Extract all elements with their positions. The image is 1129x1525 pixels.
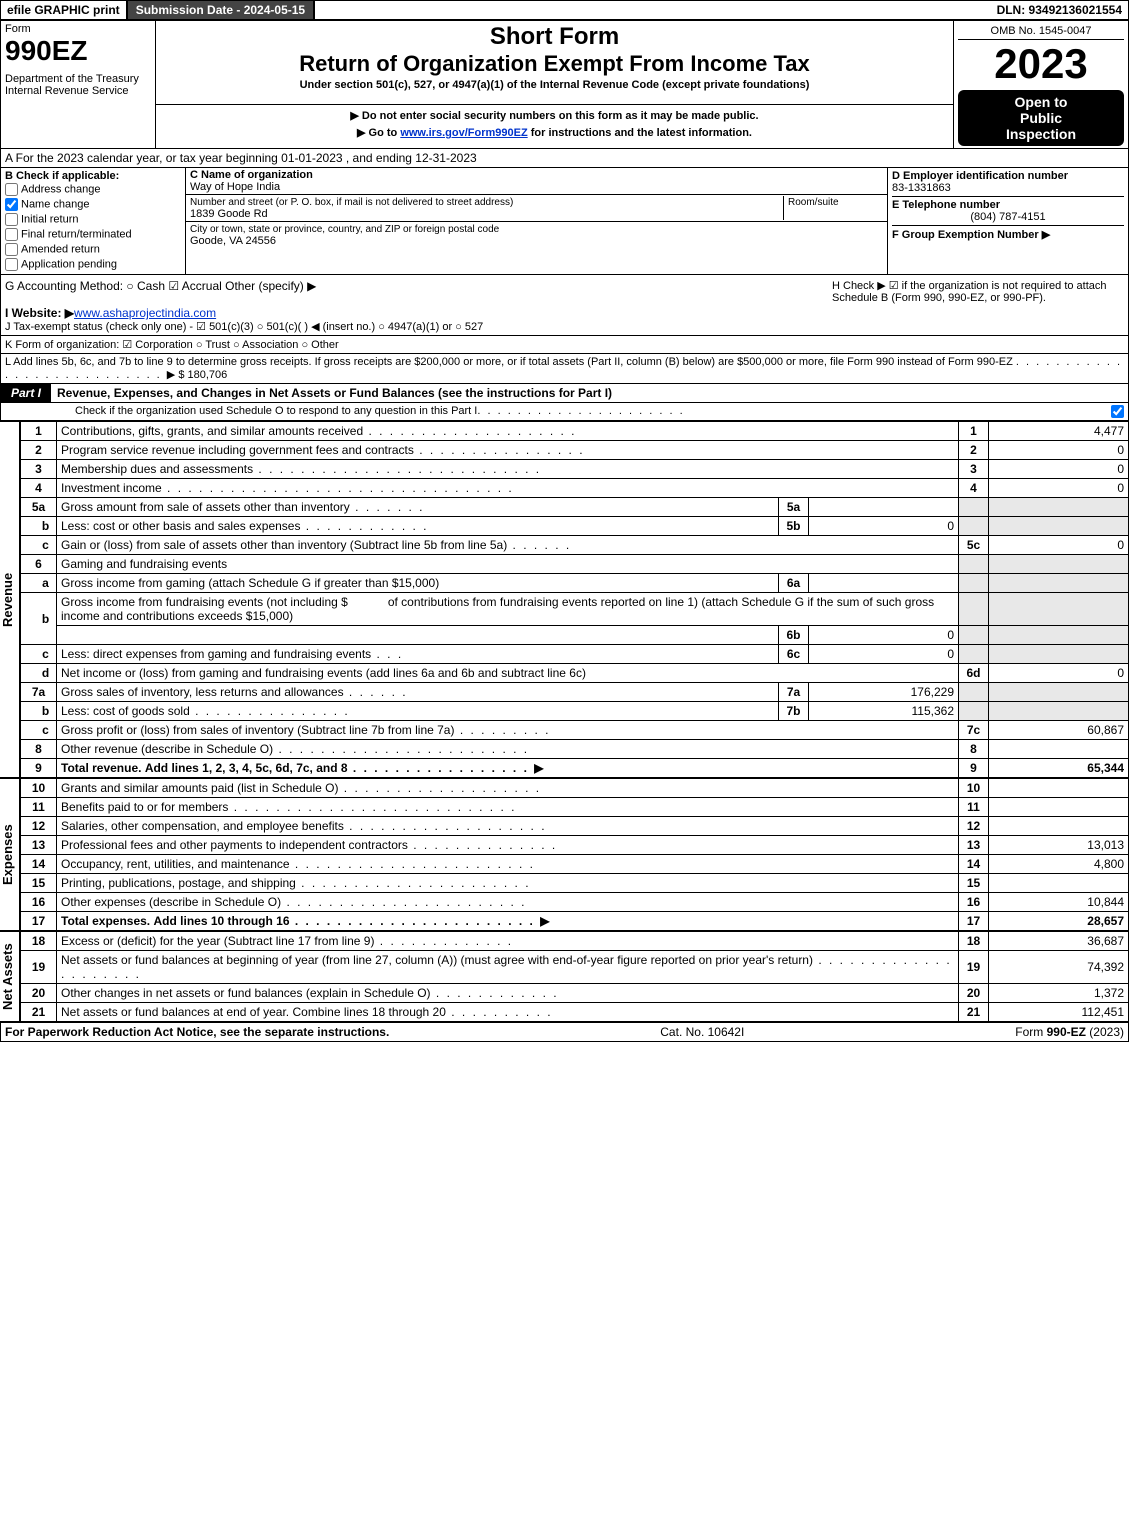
open2: Public <box>960 110 1122 126</box>
part1-sub: Check if the organization used Schedule … <box>0 403 1129 421</box>
l-line: L Add lines 5b, 6c, and 7b to line 9 to … <box>0 354 1129 384</box>
g-line: G Accounting Method: ○ Cash ☑ Accrual Ot… <box>5 279 824 304</box>
revenue-label: Revenue <box>0 421 20 778</box>
dln-label: DLN: 93492136021554 <box>991 1 1128 19</box>
city-value: Goode, VA 24556 <box>190 235 276 247</box>
sub3: ▶ Go to www.irs.gov/Form990EZ for instru… <box>160 124 949 141</box>
d-label: D Employer identification number <box>892 170 1068 182</box>
cb-final[interactable]: Final return/terminated <box>5 227 181 242</box>
sub1: Under section 501(c), 527, or 4947(a)(1)… <box>160 77 949 93</box>
submission-date: Submission Date - 2024-05-15 <box>128 1 315 19</box>
open1: Open to <box>960 94 1122 110</box>
header-table: Form 990EZ Department of the Treasury In… <box>0 20 1129 149</box>
k-line: K Form of organization: ☑ Corporation ○ … <box>0 336 1129 354</box>
e-label: E Telephone number <box>892 199 1000 211</box>
tax-year: 2023 <box>958 40 1124 88</box>
section-b: B Check if applicable: Address change Na… <box>1 168 186 274</box>
cb-amended[interactable]: Amended return <box>5 242 181 257</box>
section-c: C Name of organization Way of Hope India… <box>186 168 888 274</box>
irs-link[interactable]: www.irs.gov/Form990EZ <box>400 127 527 139</box>
omb-label: OMB No. 1545-0047 <box>958 23 1124 40</box>
top-bar: efile GRAPHIC print Submission Date - 20… <box>0 0 1129 20</box>
dept-label: Department of the Treasury <box>5 73 151 85</box>
netassets-table: 18Excess or (deficit) for the year (Subt… <box>20 931 1129 1022</box>
open-box: Open to Public Inspection <box>958 90 1124 146</box>
footer: For Paperwork Reduction Act Notice, see … <box>0 1022 1129 1042</box>
website-link[interactable]: www.ashaprojectindia.com <box>74 306 216 320</box>
cb-name[interactable]: Name change <box>5 197 181 212</box>
form-name: 990EZ <box>5 35 151 67</box>
sub2: ▶ Do not enter social security numbers o… <box>160 107 949 124</box>
ein-value: 83-1331863 <box>892 182 951 194</box>
section-ghi: G Accounting Method: ○ Cash ☑ Accrual Ot… <box>0 275 1129 336</box>
part1-checkbox[interactable] <box>1111 405 1124 418</box>
section-a: A For the 2023 calendar year, or tax yea… <box>0 149 1129 168</box>
netassets-section: Net Assets 18Excess or (deficit) for the… <box>0 931 1129 1022</box>
cb-pending[interactable]: Application pending <box>5 257 181 272</box>
cb-address[interactable]: Address change <box>5 182 181 197</box>
phone-value: (804) 787-4151 <box>892 211 1124 223</box>
j-line: J Tax-exempt status (check only one) - ☑… <box>5 320 1124 333</box>
part1-subtext: Check if the organization used Schedule … <box>5 405 477 418</box>
efile-label[interactable]: efile GRAPHIC print <box>1 1 128 19</box>
expenses-label: Expenses <box>0 778 20 931</box>
irs-label: Internal Revenue Service <box>5 85 151 97</box>
short-form-title: Short Form <box>160 23 949 51</box>
org-name: Way of Hope India <box>190 181 280 193</box>
part1-header: Part I Revenue, Expenses, and Changes in… <box>0 384 1129 403</box>
l-text: L Add lines 5b, 6c, and 7b to line 9 to … <box>5 356 1013 368</box>
room-label: Room/suite <box>788 197 839 208</box>
footer-right: Form 990-EZ (2023) <box>1015 1025 1124 1039</box>
section-bcd: B Check if applicable: Address change Na… <box>0 168 1129 275</box>
footer-left: For Paperwork Reduction Act Notice, see … <box>5 1025 389 1039</box>
revenue-section: Revenue 1Contributions, gifts, grants, a… <box>0 421 1129 778</box>
addr-value: 1839 Goode Rd <box>190 208 268 220</box>
l-amount: ▶ $ 180,706 <box>167 369 227 381</box>
b-label: B Check if applicable: <box>5 170 119 182</box>
section-def: D Employer identification number 83-1331… <box>888 168 1128 274</box>
expenses-section: Expenses 10Grants and similar amounts pa… <box>0 778 1129 931</box>
f-label: F Group Exemption Number ▶ <box>892 229 1050 241</box>
return-title: Return of Organization Exempt From Incom… <box>160 51 949 77</box>
cb-initial[interactable]: Initial return <box>5 212 181 227</box>
part1-title: Revenue, Expenses, and Changes in Net As… <box>51 384 618 402</box>
revenue-table: 1Contributions, gifts, grants, and simil… <box>20 421 1129 778</box>
form-label: Form <box>5 23 151 35</box>
part1-label: Part I <box>1 384 51 402</box>
h-line: H Check ▶ ☑ if the organization is not r… <box>824 279 1124 304</box>
c-label: C Name of organization <box>190 169 313 181</box>
city-label: City or town, state or province, country… <box>190 224 499 235</box>
i-line: I Website: ▶www.ashaprojectindia.com <box>5 306 1124 320</box>
expenses-table: 10Grants and similar amounts paid (list … <box>20 778 1129 931</box>
footer-mid: Cat. No. 10642I <box>389 1025 1015 1039</box>
open3: Inspection <box>960 126 1122 142</box>
netassets-label: Net Assets <box>0 931 20 1022</box>
addr-label: Number and street (or P. O. box, if mail… <box>190 197 513 208</box>
